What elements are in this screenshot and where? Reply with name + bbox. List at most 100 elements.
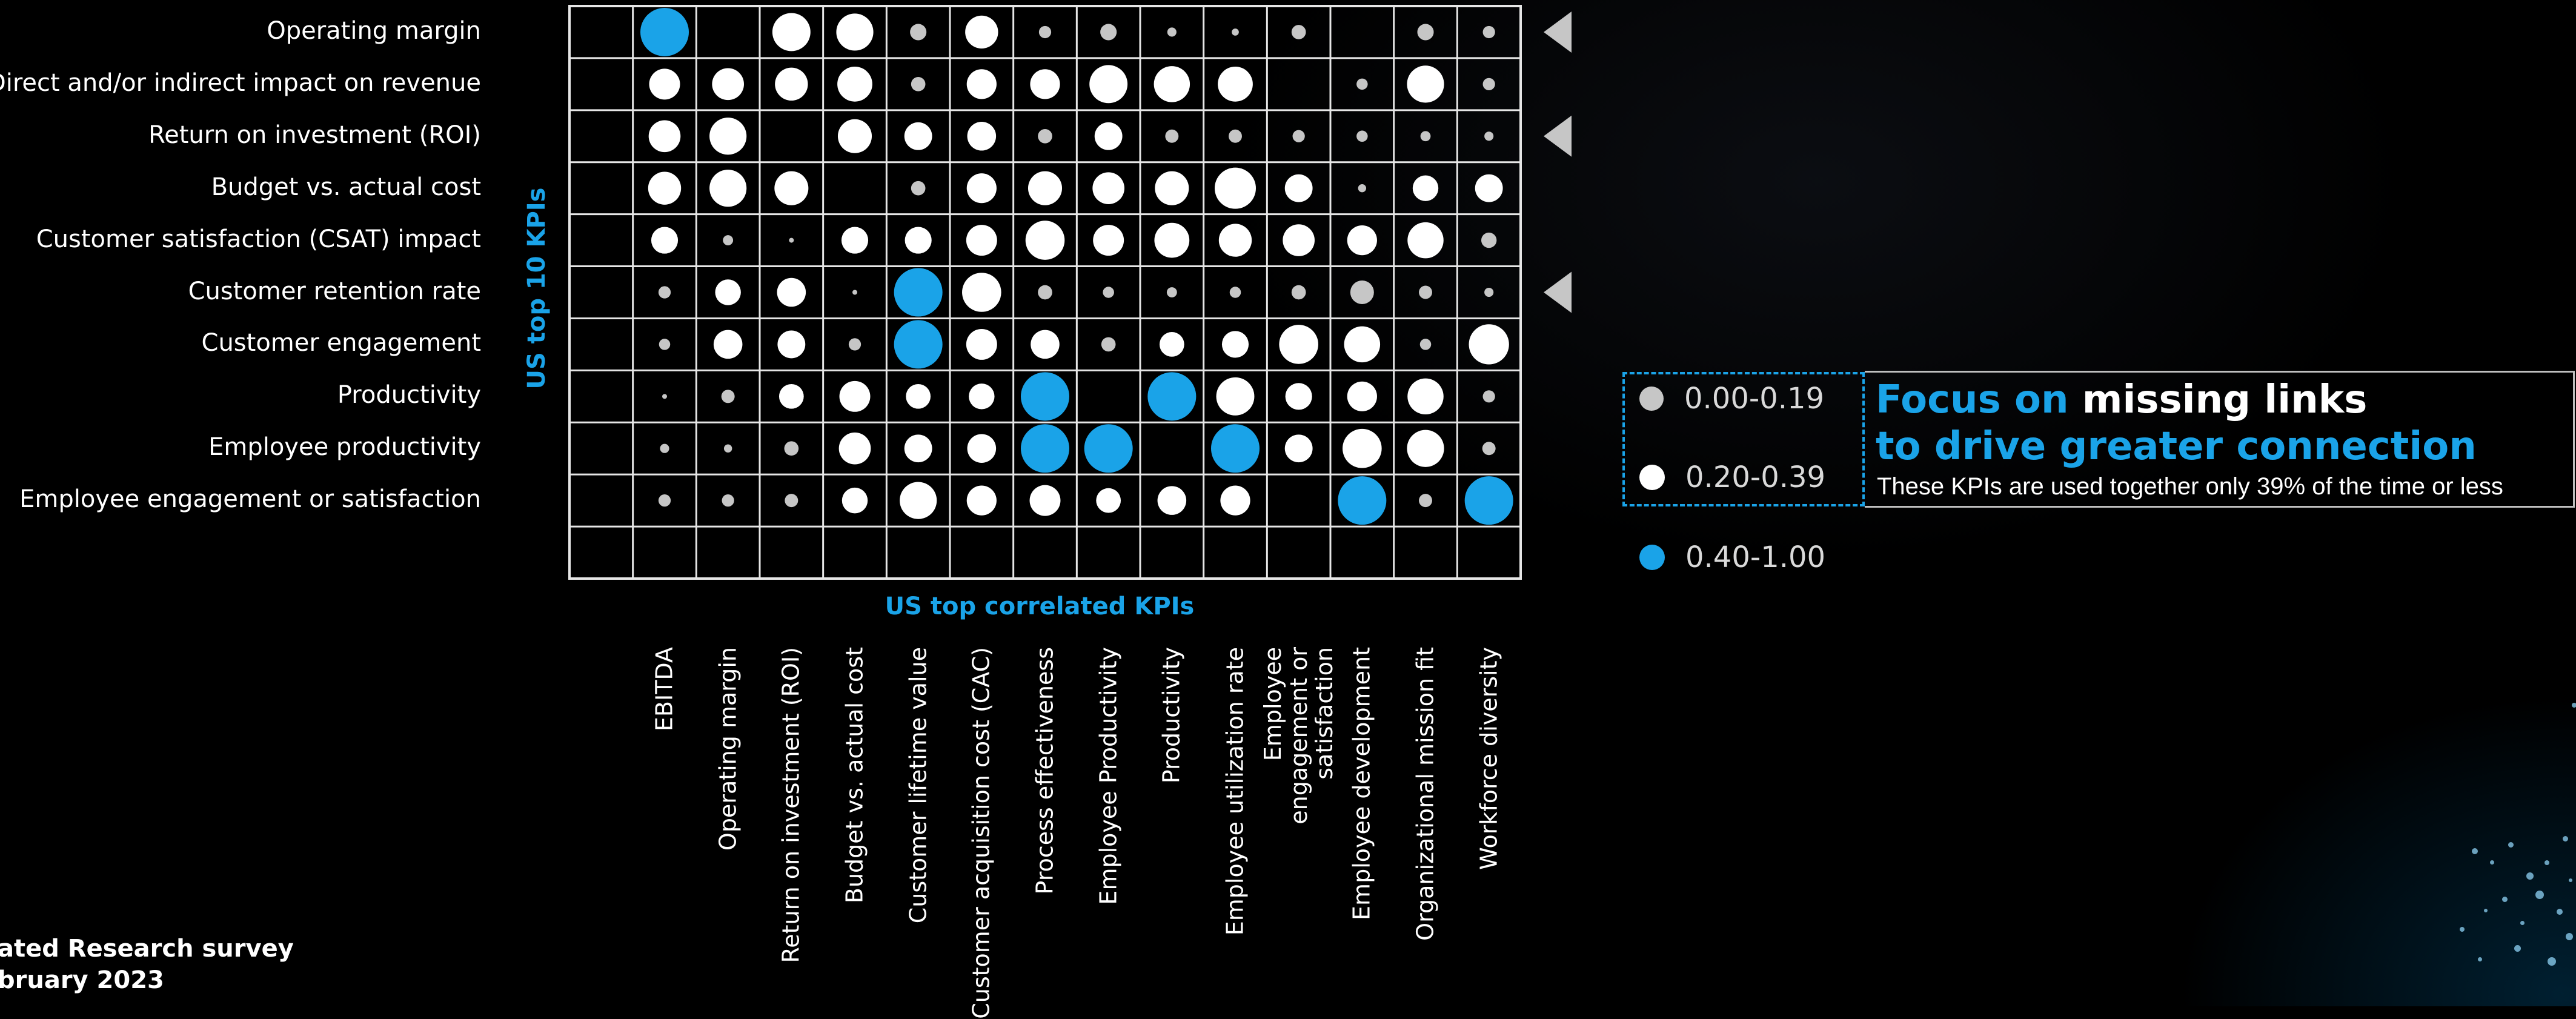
splash-droplet	[2520, 921, 2525, 925]
legend-dot-icon	[1639, 387, 1664, 411]
bubble	[838, 432, 871, 465]
splash-droplet	[2502, 897, 2508, 902]
callout-subtext: These KPIs are used together only 39% of…	[1877, 473, 2503, 500]
callout-headline-prefix: Focus on	[1876, 377, 2069, 422]
callout-headline-line2: to drive greater connection	[1876, 424, 2477, 469]
bubble	[1229, 287, 1241, 298]
bubble	[1221, 331, 1249, 358]
bubble	[1092, 172, 1124, 205]
bubble	[966, 328, 997, 360]
bubble	[1343, 428, 1382, 468]
legend-item: 0.40-1.00	[1639, 540, 1825, 574]
bubble	[1167, 27, 1177, 37]
bubble	[1038, 285, 1052, 300]
bubble	[852, 290, 857, 295]
callout-headline: Focus on missing links	[1876, 377, 2367, 422]
source-line-2: bruary 2023	[0, 966, 164, 994]
callout-box: Focus on missing links to drive greater …	[1865, 371, 2575, 508]
bubble	[1469, 324, 1509, 365]
bubble	[905, 227, 932, 254]
bubble	[1166, 287, 1177, 297]
bubble	[1211, 424, 1260, 473]
bubble	[1284, 434, 1313, 463]
bubble	[1165, 129, 1179, 143]
bubble	[1218, 224, 1252, 257]
bubble	[1093, 225, 1124, 256]
bubble	[775, 67, 808, 101]
bubble	[1419, 494, 1432, 508]
bubble	[1464, 476, 1513, 525]
bubble	[715, 279, 741, 305]
bubble	[965, 15, 998, 49]
bubble	[1417, 24, 1434, 41]
bubble	[713, 330, 743, 359]
bubble	[777, 277, 806, 307]
row-label: Employee engagement or satisfaction	[19, 485, 481, 514]
bubble	[1157, 486, 1187, 515]
bubble	[1021, 372, 1069, 421]
bubble	[1031, 330, 1060, 359]
row-label: Productivity	[337, 381, 481, 410]
bubble	[1154, 222, 1190, 258]
bubble	[911, 77, 926, 91]
splash-droplet	[2535, 891, 2544, 899]
bubble	[1154, 66, 1190, 102]
bubble	[1292, 130, 1305, 142]
bubble	[1285, 383, 1312, 410]
bubble	[1420, 131, 1431, 142]
bubble	[1084, 424, 1133, 473]
bubble	[894, 320, 943, 369]
bubble	[772, 13, 811, 51]
bubble	[1283, 224, 1315, 256]
bubble	[967, 434, 997, 463]
splash-droplet	[2566, 933, 2573, 940]
bubble	[1147, 372, 1197, 421]
bubble	[1407, 378, 1444, 415]
bubble	[1347, 225, 1377, 256]
bubble	[1220, 485, 1250, 516]
bubble	[1482, 390, 1495, 403]
legend-dot-icon	[1639, 545, 1665, 570]
bubble	[658, 494, 671, 507]
bubble	[723, 444, 732, 453]
bubble	[966, 225, 997, 256]
bubble	[1350, 280, 1374, 304]
bubble	[1218, 66, 1253, 102]
bubble	[660, 443, 669, 453]
bubble	[1029, 485, 1061, 516]
bubble	[1100, 24, 1117, 41]
bubble	[1356, 130, 1368, 142]
x-axis-title: US top correlated KPIs	[885, 592, 1195, 620]
bubble	[1291, 25, 1306, 39]
legend-dot-icon	[1639, 465, 1665, 490]
row-label: Customer retention rate	[188, 277, 481, 305]
bubble	[1407, 430, 1444, 467]
bubble	[841, 227, 869, 254]
bubble	[1155, 171, 1189, 205]
bubble	[1482, 78, 1495, 90]
bubble	[837, 119, 872, 153]
bubble	[712, 68, 744, 101]
bubble	[906, 383, 931, 409]
bubble	[1358, 184, 1367, 193]
bubble	[777, 330, 806, 359]
callout-headline-highlight: missing links	[2082, 377, 2368, 422]
bubble	[651, 227, 679, 254]
legend-item: 0.20-0.39	[1639, 460, 1825, 494]
bubble	[969, 383, 995, 410]
row-label: Operating margin	[267, 16, 481, 45]
bubble	[1347, 381, 1377, 411]
bubble	[1291, 285, 1306, 300]
legend-label: 0.00-0.19	[1684, 382, 1825, 416]
bubble	[709, 170, 747, 207]
bubble	[1407, 65, 1444, 103]
bubble	[1101, 337, 1116, 352]
row-marker-triangle-icon	[1544, 271, 1572, 313]
row-label: Budget vs. actual cost	[211, 173, 481, 201]
bubble	[778, 383, 804, 409]
splash-droplet	[2484, 909, 2488, 912]
bubble	[774, 171, 809, 205]
bubble	[848, 338, 861, 351]
legend-highlight-box	[1622, 372, 1865, 506]
bubble	[1419, 339, 1432, 350]
